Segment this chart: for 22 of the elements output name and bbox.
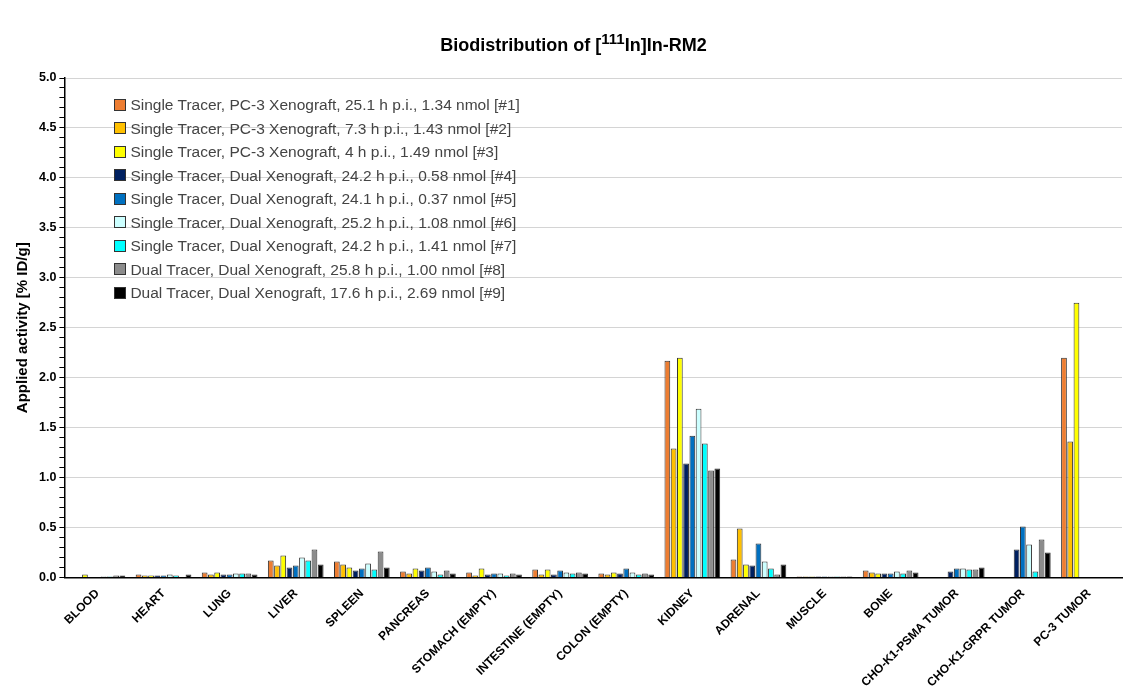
chart-title: Biodistribution of [$^{111}$In]In-RM2 [439, 30, 708, 56]
legend-label: Single Tracer, PC-3 Xenograft, 7.3 h p.i., 1.43 nmol [#2] [130, 118, 512, 139]
y-tick-label: 2.5 [38, 320, 57, 335]
legend-label: Single Tracer, PC-3 Xenograft, 4 h p.i., 1.49 nmol [#3] [130, 142, 499, 162]
y-tick-label: 1.5 [38, 420, 57, 435]
legend-label: Single Tracer, Dual Xenograft, 25.2 h p.i., 1.08 nmol [#6] [130, 212, 517, 233]
legend-label: Single Tracer, Dual Xenograft, 24.1 h p.i., 0.37 nmol [#5] [130, 189, 517, 209]
y-tick-label: 3.0 [38, 270, 57, 285]
legend-label: Dual Tracer, Dual Xenograft, 25.8 h p.i., 1.00 nmol [#8] [130, 259, 506, 280]
y-axis-title: Applied activity [% ID/g] [13, 242, 31, 414]
legend-label: Single Tracer, Dual Xenograft, 24.2 h p.i., 1.41 nmol [#7] [130, 236, 517, 256]
y-tick-label: 4.5 [38, 120, 57, 135]
y-tick-label: 1.0 [38, 470, 57, 485]
y-tick-label: 0.0 [38, 569, 57, 584]
y-tick-label: 5.0 [38, 70, 57, 85]
y-tick-label: 0.5 [38, 519, 57, 534]
legend-label: Single Tracer, Dual Xenograft, 24.2 h p.i., 0.58 nmol [#4] [130, 165, 517, 186]
y-tick-label: 2.0 [38, 370, 57, 385]
y-tick-label: 3.5 [38, 220, 57, 235]
y-tick-label: 4.0 [38, 170, 57, 185]
legend-label: Single Tracer, PC-3 Xenograft, 25.1 h p.i., 1.34 nmol [#1] [130, 95, 520, 115]
legend-label: Dual Tracer, Dual Xenograft, 17.6 h p.i., 2.69 nmol [#9] [130, 283, 506, 303]
